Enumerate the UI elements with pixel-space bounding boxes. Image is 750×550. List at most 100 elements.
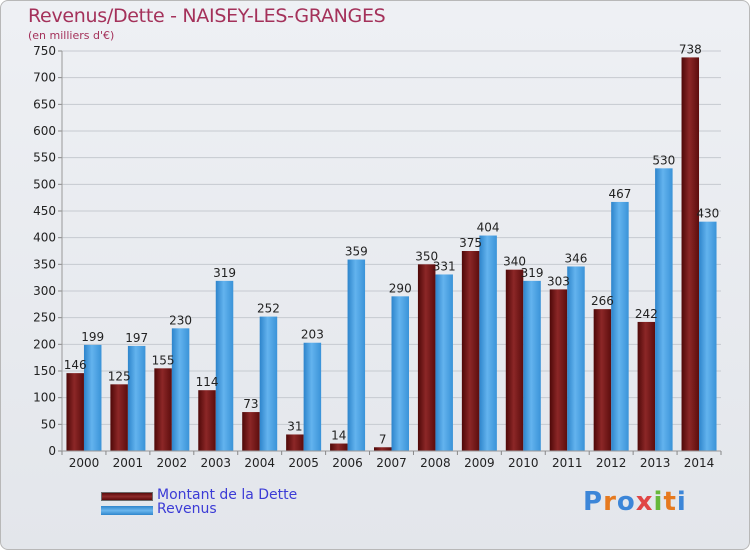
- data-label-revenus: 203: [301, 328, 324, 342]
- bar-dette: [198, 390, 216, 451]
- data-label-dette: 738: [679, 42, 702, 56]
- x-tick-label: 2007: [376, 456, 407, 470]
- bar-dette: [110, 384, 128, 451]
- y-tick-label: 50: [41, 417, 56, 431]
- data-label-dette: 125: [108, 369, 131, 383]
- y-axis: 0 50 100 150 200 250 300 350 400 450 500 550 600 650 7…: [33, 44, 63, 458]
- data-label-revenus: 404: [477, 221, 500, 235]
- data-label-dette: 242: [635, 307, 658, 321]
- bar-revenus: [479, 235, 497, 451]
- x-tick-label: 2002: [157, 456, 188, 470]
- data-label-revenus: 331: [433, 259, 456, 273]
- data-label-revenus: 319: [213, 266, 236, 280]
- y-tick-label: 400: [33, 231, 56, 245]
- y-tick-label: 350: [33, 257, 56, 271]
- y-tick-label: 650: [33, 97, 56, 111]
- data-label-revenus: 290: [389, 281, 412, 295]
- bar-dette: [505, 269, 524, 451]
- bar-revenus: [435, 274, 453, 451]
- x-tick-label: 2011: [552, 456, 583, 470]
- bar-dette: [417, 264, 436, 451]
- y-tick-label: 500: [33, 177, 56, 191]
- y-tick-label: 250: [33, 311, 56, 325]
- logo-letter: r: [603, 487, 617, 517]
- x-tick-label: 2008: [420, 456, 451, 470]
- bar-dette: [242, 412, 260, 451]
- bar-revenus: [699, 221, 717, 451]
- x-tick-label: 2000: [69, 456, 100, 470]
- logo-letter: i: [653, 487, 664, 517]
- data-label-revenus: 430: [696, 207, 719, 221]
- bar-dette: [637, 321, 656, 451]
- logo-letter: o: [616, 487, 636, 517]
- x-tick-label: 2009: [464, 456, 495, 470]
- logo-letter: i: [676, 487, 687, 517]
- bar-revenus: [127, 345, 146, 451]
- x-axis: 2000 2001 2002 2003 2004 2005 2006 2007 2008 2009…: [61, 450, 722, 470]
- y-tick-label: 200: [33, 337, 56, 351]
- data-label-dette: 7: [379, 432, 387, 446]
- data-label-dette: 350: [415, 249, 438, 263]
- data-label-revenus: 346: [565, 251, 588, 265]
- legend-label-revenus: Revenus: [157, 501, 217, 517]
- bar-dette: [549, 289, 568, 451]
- x-tick-label: 2004: [244, 456, 275, 470]
- legend-swatch-revenus: [101, 506, 153, 515]
- y-tick-label: 700: [33, 71, 56, 85]
- x-tick-label: 2001: [113, 456, 144, 470]
- bar-revenus: [347, 259, 366, 451]
- y-tick-label: 450: [33, 204, 56, 218]
- data-label-dette: 73: [243, 397, 258, 411]
- data-label-revenus: 252: [257, 302, 280, 316]
- logo-letter: t: [663, 487, 677, 517]
- x-tick-label: 2003: [200, 456, 231, 470]
- x-tick-label: 2006: [332, 456, 363, 470]
- bar-dette: [681, 57, 700, 452]
- y-tick-label: 100: [33, 391, 56, 405]
- logo-letter: P: [583, 487, 604, 517]
- chart-subtitle: (en milliers d'€): [28, 29, 115, 42]
- y-tick-label: 0: [48, 444, 56, 458]
- x-tick-label: 2014: [684, 456, 715, 470]
- data-label-dette: 146: [64, 358, 87, 372]
- data-labels: 146 199 125 197 155 230 114 319 73 252 31 203 14 359 7…: [64, 42, 719, 446]
- logo-letter: x: [635, 487, 654, 517]
- data-label-dette: 155: [152, 353, 175, 367]
- bar-dette: [330, 443, 348, 451]
- bar-dette: [286, 434, 304, 451]
- x-tick-label: 2010: [508, 456, 539, 470]
- data-label-dette: 266: [591, 294, 614, 308]
- bars: [66, 57, 717, 452]
- bar-revenus: [83, 344, 102, 451]
- bar-revenus: [171, 328, 190, 451]
- x-tick-label: 2005: [288, 456, 319, 470]
- bar-dette: [66, 373, 84, 451]
- y-tick-label: 300: [33, 284, 56, 298]
- bar-revenus: [259, 316, 278, 451]
- chart-title: Revenus/Dette - NAISEY-LES-GRANGES: [28, 5, 386, 27]
- legend-label-dette: Montant de la Dette: [157, 487, 298, 503]
- y-tick-label: 600: [33, 124, 56, 138]
- data-label-dette: 14: [331, 429, 346, 443]
- bar-revenus: [303, 342, 322, 451]
- bar-revenus: [611, 201, 629, 451]
- data-label-revenus: 530: [652, 153, 675, 167]
- legend-swatch-dette: [101, 492, 153, 501]
- proxiti-logo: Proxiti: [583, 487, 687, 517]
- y-tick-label: 750: [33, 44, 56, 58]
- data-label-revenus: 467: [608, 187, 631, 201]
- bar-dette: [374, 447, 392, 451]
- data-label-dette: 375: [459, 236, 482, 250]
- data-label-revenus: 230: [169, 313, 192, 327]
- bar-revenus: [655, 168, 673, 452]
- bar-revenus: [523, 280, 541, 451]
- data-label-dette: 340: [503, 255, 526, 269]
- y-tick-label: 550: [33, 151, 56, 165]
- bar-dette: [461, 251, 480, 451]
- data-label-dette: 31: [287, 419, 302, 433]
- data-label-revenus: 199: [81, 330, 104, 344]
- data-label-revenus: 197: [125, 331, 148, 345]
- data-label-revenus: 359: [345, 245, 368, 259]
- bar-dette: [154, 368, 172, 451]
